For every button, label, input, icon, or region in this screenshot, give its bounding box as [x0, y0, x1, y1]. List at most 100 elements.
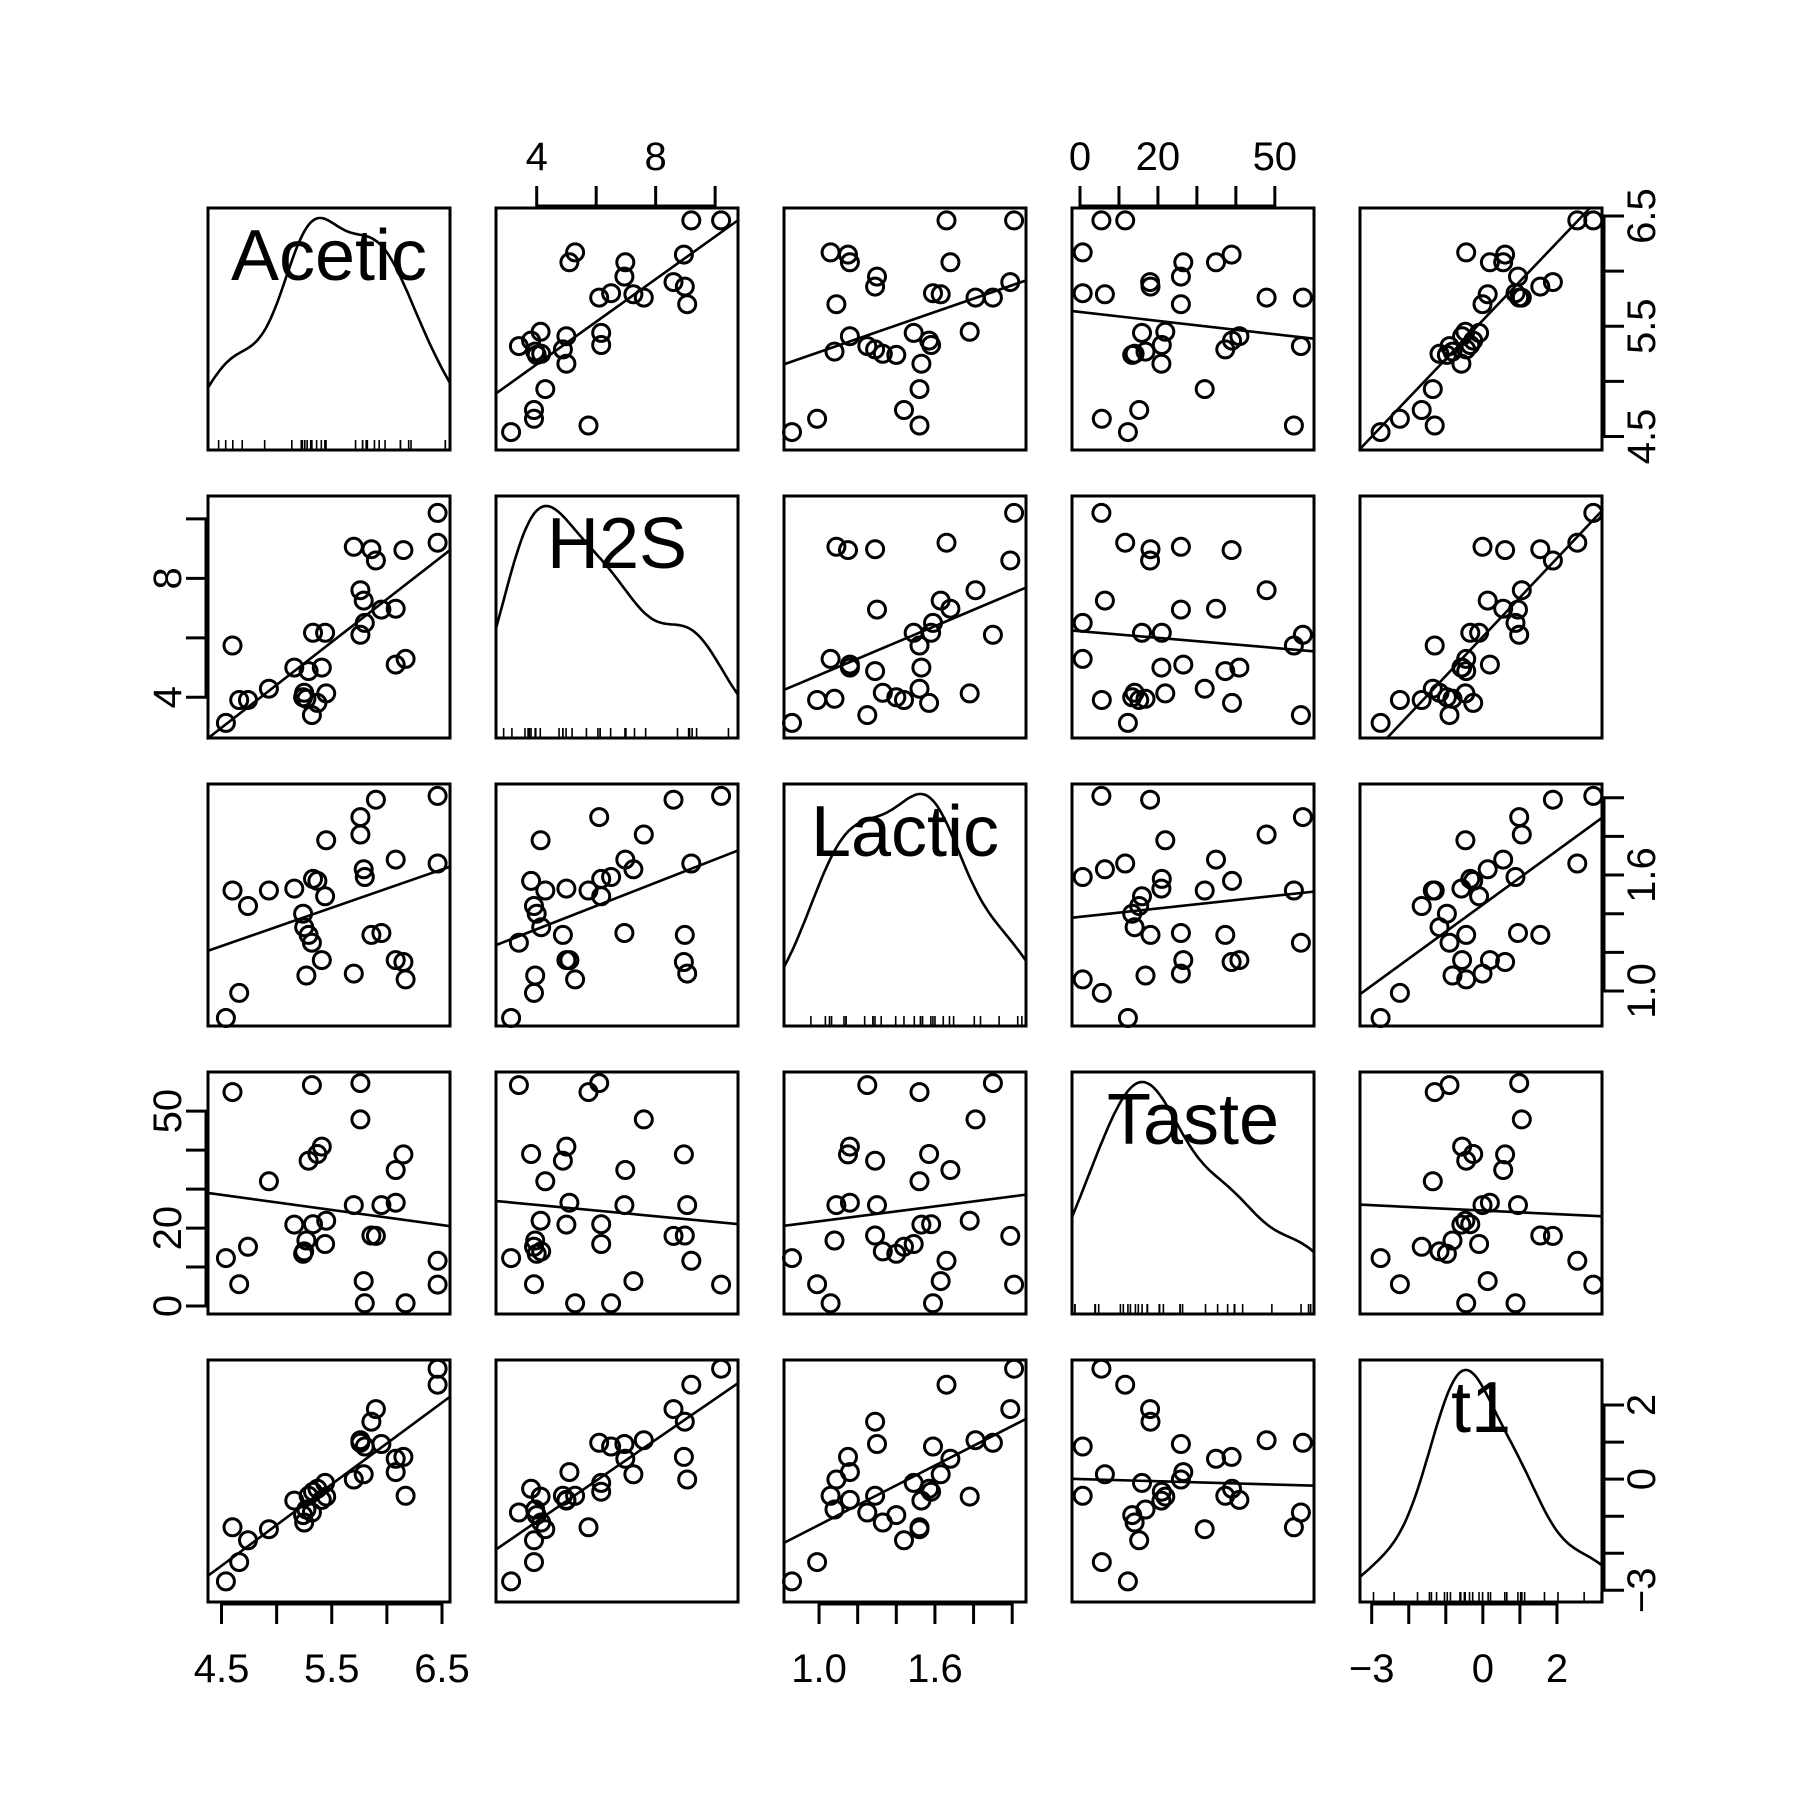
point-t1-vs-lactic-12	[820, 1485, 841, 1506]
point-taste-vs-lactic-1	[911, 1214, 932, 1235]
point-h2s-vs-taste-0	[1117, 712, 1138, 733]
fit-line-acetic-vs-taste	[1070, 309, 1316, 341]
point-lactic-vs-taste-23	[1290, 932, 1311, 953]
point-taste-vs-h2s-12	[565, 1293, 586, 1314]
point-taste-vs-h2s-16	[591, 1234, 612, 1254]
fit-line-h2s-vs-lactic	[782, 586, 1028, 692]
point-lactic-vs-h2s-18	[663, 789, 684, 810]
point-h2s-vs-taste-16	[1132, 622, 1152, 643]
point-acetic-vs-lactic-8	[865, 276, 886, 297]
point-h2s-vs-taste-10	[1206, 598, 1226, 619]
fit-line-taste-vs-h2s	[494, 1199, 740, 1226]
point-acetic-vs-taste-6	[1215, 339, 1236, 360]
point-lactic-vs-h2s-20	[531, 917, 552, 938]
point-taste-vs-lactic-22	[909, 1171, 930, 1192]
panel-frame-taste-h2s	[494, 1070, 740, 1316]
point-lactic-vs-taste-16	[1132, 886, 1152, 907]
point-lactic-vs-acetic-7	[316, 830, 337, 851]
point-acetic-vs-lactic-24	[824, 341, 845, 362]
axis-left-h2s: 48	[146, 517, 208, 708]
point-taste-vs-acetic-21	[238, 1236, 258, 1257]
point-taste-vs-t1-22	[1422, 1171, 1443, 1192]
density-curve-acetic	[206, 216, 452, 389]
point-lactic-vs-t1-19	[1495, 952, 1516, 972]
point-t1-vs-taste-1	[1151, 1490, 1172, 1511]
point-t1-vs-h2s-19	[673, 1446, 694, 1467]
density-curve-t1	[1359, 1368, 1603, 1578]
point-taste-vs-acetic-16	[315, 1234, 336, 1254]
point-taste-vs-lactic-10	[940, 1160, 961, 1180]
point-h2s-vs-acetic-10	[385, 598, 406, 619]
point-taste-vs-lactic-14	[909, 1082, 930, 1103]
point-taste-vs-h2s-27	[601, 1293, 622, 1314]
point-t1-vs-h2s-29	[711, 1358, 732, 1379]
point-acetic-vs-taste-26	[1173, 252, 1194, 273]
point-acetic-vs-h2s-17	[623, 284, 644, 305]
panel-lactic-taste	[1070, 782, 1316, 1028]
axis-bottom-lactic: 1.0 1.6	[791, 1602, 1014, 1691]
point-taste-vs-t1-15	[1452, 1136, 1473, 1157]
point-acetic-vs-h2s-9	[591, 335, 612, 355]
point-taste-vs-t1-18	[1542, 1225, 1563, 1246]
point-h2s-vs-lactic-28	[886, 687, 907, 708]
point-lactic-vs-t1-7	[1455, 830, 1476, 851]
panel-frame-lactic-acetic	[206, 782, 452, 1028]
point-t1-vs-h2s-22	[535, 1519, 556, 1540]
point-acetic-vs-t1-4	[1389, 408, 1410, 429]
panel-lactic-t1	[1358, 782, 1604, 1028]
point-h2s-vs-lactic-13	[867, 599, 887, 620]
panel-frame-lactic-h2s	[494, 782, 740, 1028]
point-acetic-vs-t1-17	[1477, 284, 1498, 305]
point-t1-vs-lactic-29	[1004, 1358, 1025, 1379]
panel-h2s-taste	[1070, 494, 1316, 740]
panel-frame-h2s-h2s	[494, 494, 740, 740]
point-h2s-vs-acetic-28	[293, 687, 314, 708]
tick-label-top-taste-0: 0	[1069, 135, 1091, 179]
fit-line-lactic-vs-taste	[1070, 890, 1316, 920]
point-lactic-vs-t1-17	[1477, 859, 1498, 880]
panel-t1-taste	[1070, 1358, 1316, 1604]
point-taste-vs-t1-12	[1456, 1293, 1477, 1314]
point-h2s-vs-t1-0	[1370, 712, 1391, 733]
axis-right-t1: −3 0 2	[1602, 1394, 1664, 1613]
point-lactic-vs-acetic-14	[222, 880, 243, 901]
panel-taste-acetic	[206, 1070, 452, 1316]
tick-label-top-taste-2: 50	[1253, 135, 1298, 179]
tick-label-right-t1-2: 2	[1620, 1394, 1664, 1416]
point-t1-vs-taste-16	[1132, 1472, 1152, 1493]
point-acetic-vs-taste-9	[1151, 335, 1172, 355]
point-t1-vs-taste-21	[1129, 1530, 1150, 1551]
point-t1-vs-h2s-10	[615, 1448, 636, 1469]
point-h2s-vs-acetic-5	[343, 536, 364, 557]
point-acetic-vs-lactic-4	[807, 408, 828, 429]
point-h2s-vs-lactic-19	[838, 540, 858, 561]
point-lactic-vs-acetic-22	[258, 880, 279, 901]
point-taste-vs-lactic-24	[824, 1230, 845, 1251]
panel-acetic-taste	[1070, 206, 1316, 452]
point-t1-vs-lactic-6	[865, 1485, 886, 1506]
point-acetic-vs-t1-5	[1472, 294, 1493, 315]
point-h2s-vs-taste-27	[1072, 612, 1093, 633]
point-acetic-vs-lactic-23	[857, 336, 878, 357]
point-h2s-vs-lactic-8	[865, 539, 886, 560]
tick-label-right-acetic-0: 4.5	[1620, 409, 1664, 465]
point-h2s-vs-acetic-15	[311, 657, 332, 678]
point-acetic-vs-taste-15	[1229, 326, 1250, 347]
point-lactic-vs-h2s-24	[525, 965, 546, 986]
point-lactic-vs-taste-9	[1151, 868, 1172, 889]
point-lactic-vs-taste-5	[1170, 963, 1191, 984]
point-taste-vs-h2s-2	[521, 1144, 542, 1164]
point-lactic-vs-t1-18	[1542, 789, 1563, 810]
point-acetic-vs-taste-28	[1122, 344, 1143, 365]
tick-label-right-lactic-0: 1.0	[1620, 963, 1664, 1019]
panel-t1-lactic	[782, 1358, 1028, 1604]
point-taste-vs-lactic-17	[930, 1271, 951, 1292]
point-h2s-vs-t1-28	[1436, 687, 1457, 708]
point-acetic-vs-h2s-29	[711, 210, 732, 231]
tick-label-bottom-t1-1: 0	[1472, 1647, 1494, 1691]
point-lactic-vs-t1-22	[1422, 880, 1443, 901]
point-h2s-vs-t1-26	[1479, 654, 1500, 675]
point-lactic-vs-t1-16	[1469, 886, 1490, 907]
point-acetic-vs-lactic-21	[894, 400, 914, 420]
point-h2s-vs-acetic-7	[316, 683, 337, 704]
